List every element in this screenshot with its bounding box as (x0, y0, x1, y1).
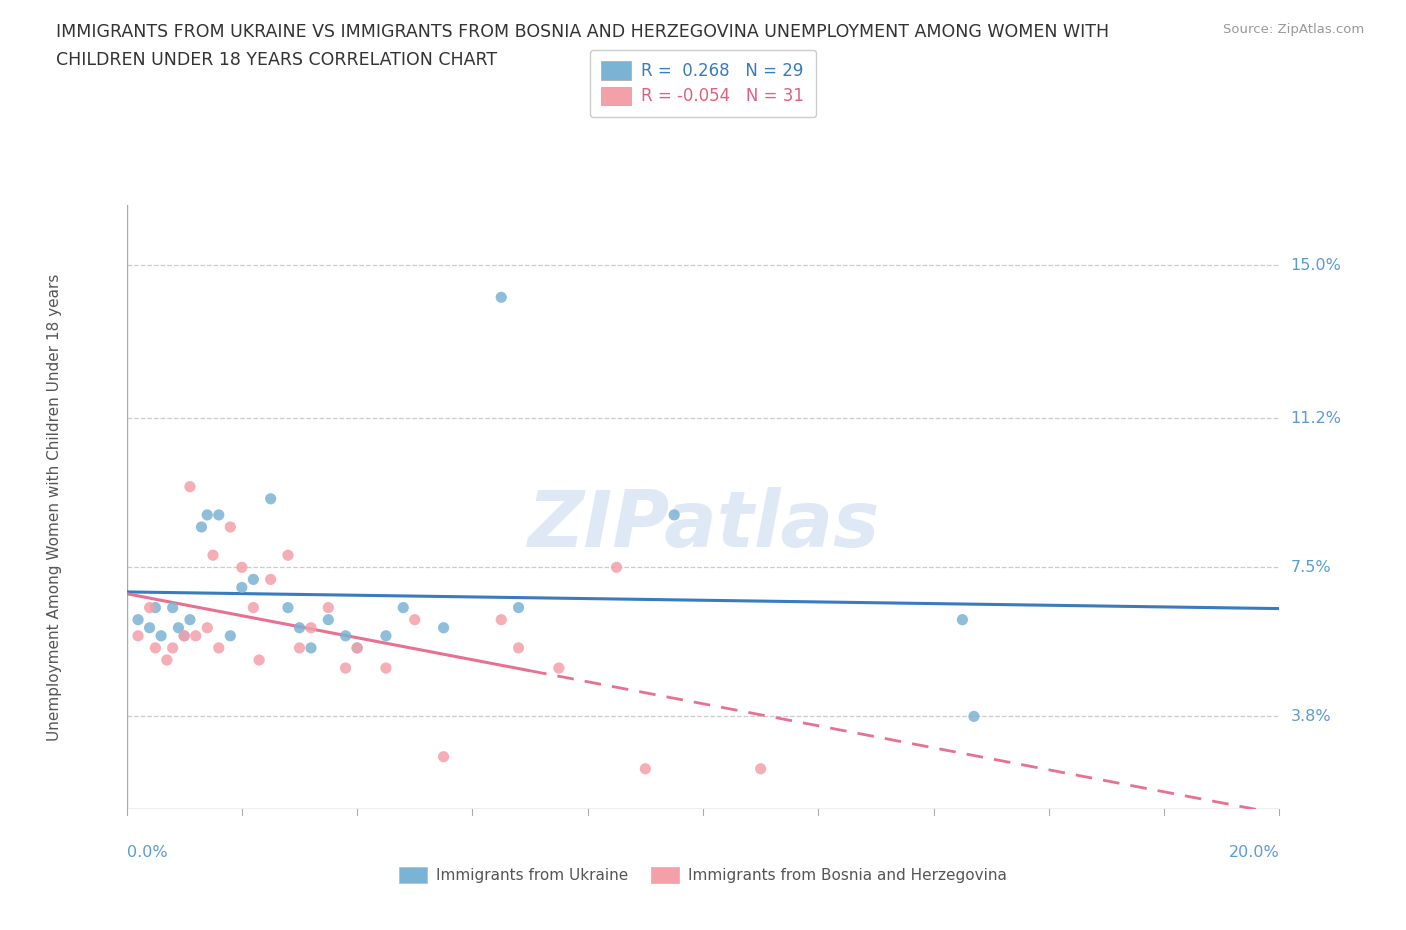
Text: 0.0%: 0.0% (127, 845, 167, 860)
Text: 11.2%: 11.2% (1291, 411, 1341, 426)
Point (346, 641, 368, 656)
Point (277, 548, 299, 563)
Point (145, 600, 166, 615)
Point (299, 620, 322, 635)
Point (173, 629, 195, 644)
Point (208, 508, 231, 523)
Text: IMMIGRANTS FROM UKRAINE VS IMMIGRANTS FROM BOSNIA AND HERZEGOVINA UNEMPLOYMENT A: IMMIGRANTS FROM UKRAINE VS IMMIGRANTS FR… (56, 23, 1109, 41)
Point (231, 580, 253, 595)
Point (208, 641, 231, 656)
Point (963, 709, 986, 724)
Point (374, 629, 398, 644)
Point (242, 572, 264, 587)
Point (138, 600, 160, 615)
Point (288, 641, 311, 656)
Point (150, 629, 173, 644)
Point (404, 612, 426, 627)
Point (392, 600, 415, 615)
Point (489, 612, 512, 627)
Point (634, 762, 657, 777)
Point (508, 600, 530, 615)
Point (335, 629, 357, 644)
Point (219, 629, 242, 644)
Point (167, 620, 190, 635)
Point (316, 600, 339, 615)
Point (202, 548, 225, 563)
Point (374, 660, 398, 675)
Point (145, 641, 166, 656)
Text: 20.0%: 20.0% (1229, 845, 1279, 860)
Point (127, 629, 149, 644)
Point (247, 653, 270, 668)
Point (184, 629, 207, 644)
Point (508, 641, 530, 656)
Text: 15.0%: 15.0% (1291, 258, 1341, 272)
Point (489, 290, 512, 305)
Point (259, 572, 281, 587)
Point (548, 660, 571, 675)
Point (156, 653, 179, 668)
Point (242, 600, 264, 615)
Point (950, 612, 973, 627)
Text: 3.8%: 3.8% (1291, 709, 1331, 724)
Point (138, 620, 160, 635)
Point (179, 479, 201, 494)
Point (173, 629, 195, 644)
Point (749, 762, 772, 777)
Text: 7.5%: 7.5% (1291, 560, 1331, 575)
Point (259, 491, 281, 506)
Point (190, 520, 212, 535)
Point (335, 660, 357, 675)
Point (433, 620, 456, 635)
Text: Source: ZipAtlas.com: Source: ZipAtlas.com (1223, 23, 1364, 36)
Legend: Immigrants from Ukraine, Immigrants from Bosnia and Herzegovina: Immigrants from Ukraine, Immigrants from… (394, 861, 1012, 889)
Point (299, 641, 322, 656)
Point (346, 641, 368, 656)
Point (162, 641, 184, 656)
Point (162, 600, 184, 615)
Point (605, 560, 627, 575)
Point (664, 508, 686, 523)
Text: Unemployment Among Women with Children Under 18 years: Unemployment Among Women with Children U… (46, 273, 62, 740)
Point (219, 520, 242, 535)
Point (277, 600, 299, 615)
Point (195, 620, 218, 635)
Point (433, 750, 456, 764)
Text: CHILDREN UNDER 18 YEARS CORRELATION CHART: CHILDREN UNDER 18 YEARS CORRELATION CHAR… (56, 51, 498, 69)
Point (179, 612, 201, 627)
Point (316, 612, 339, 627)
Point (231, 560, 253, 575)
Point (288, 620, 311, 635)
Text: ZIPatlas: ZIPatlas (527, 487, 879, 563)
Point (195, 508, 218, 523)
Point (127, 612, 149, 627)
